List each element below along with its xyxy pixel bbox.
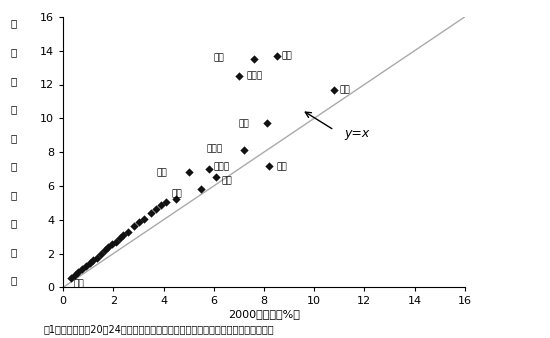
Point	[152, 206, 161, 212]
Point	[85, 260, 94, 266]
Point	[212, 175, 221, 180]
Text: 青森: 青森	[156, 168, 167, 177]
Text: 宮崎: 宮崎	[282, 51, 292, 60]
Point	[157, 203, 166, 208]
Point	[265, 163, 273, 168]
Text: 和歌山: 和歌山	[206, 144, 222, 153]
Text: ０: ０	[10, 76, 17, 86]
Text: 長崎: 長崎	[214, 53, 224, 62]
Point	[162, 199, 170, 204]
Point	[78, 266, 86, 271]
Text: y=x: y=x	[344, 127, 370, 140]
Point	[240, 148, 249, 153]
Text: ０: ０	[10, 47, 17, 57]
Text: 比: 比	[10, 161, 17, 171]
Text: 千葉: 千葉	[221, 176, 232, 185]
Point	[74, 269, 82, 275]
Point	[67, 275, 75, 281]
Point	[205, 166, 213, 172]
Text: 率: 率	[10, 190, 17, 200]
Text: ％: ％	[10, 247, 17, 257]
Point	[234, 73, 243, 79]
Text: 年: 年	[10, 133, 17, 143]
Point	[100, 247, 109, 253]
Text: 富山: 富山	[73, 280, 84, 288]
Point	[172, 196, 180, 201]
Point	[108, 241, 117, 247]
Point	[134, 220, 143, 225]
Point	[93, 255, 102, 260]
Text: 高知: 高知	[239, 119, 250, 128]
Text: 鹿児島: 鹿児島	[246, 72, 262, 80]
Point	[96, 251, 105, 256]
Point	[250, 56, 258, 62]
Text: ２: ２	[10, 19, 17, 29]
Point	[112, 239, 120, 244]
Point	[116, 236, 124, 241]
Text: （: （	[10, 218, 17, 228]
Text: ）: ）	[10, 275, 17, 286]
Text: ５: ５	[10, 104, 17, 114]
Point	[124, 229, 133, 234]
X-axis label: 2000年比率（%）: 2000年比率（%）	[228, 309, 300, 319]
Point	[119, 232, 128, 238]
Point	[184, 170, 193, 175]
Point	[147, 210, 156, 216]
Text: 佐賀: 佐賀	[171, 189, 182, 198]
Point	[81, 264, 90, 269]
Text: 図1　販売農家の20～24歳男子世帯員に占める基幹的農業従事者の比率（都府県）: 図1 販売農家の20～24歳男子世帯員に占める基幹的農業従事者の比率（都府県）	[44, 324, 274, 335]
Text: 神奈川: 神奈川	[214, 162, 230, 171]
Point	[262, 121, 271, 126]
Text: 熊本: 熊本	[339, 85, 350, 94]
Text: 沖縄: 沖縄	[277, 163, 287, 172]
Point	[197, 187, 206, 192]
Point	[330, 87, 339, 92]
Point	[104, 244, 113, 249]
Point	[129, 224, 138, 229]
Point	[70, 272, 79, 277]
Point	[272, 53, 281, 58]
Point	[89, 258, 98, 263]
Point	[139, 216, 148, 222]
